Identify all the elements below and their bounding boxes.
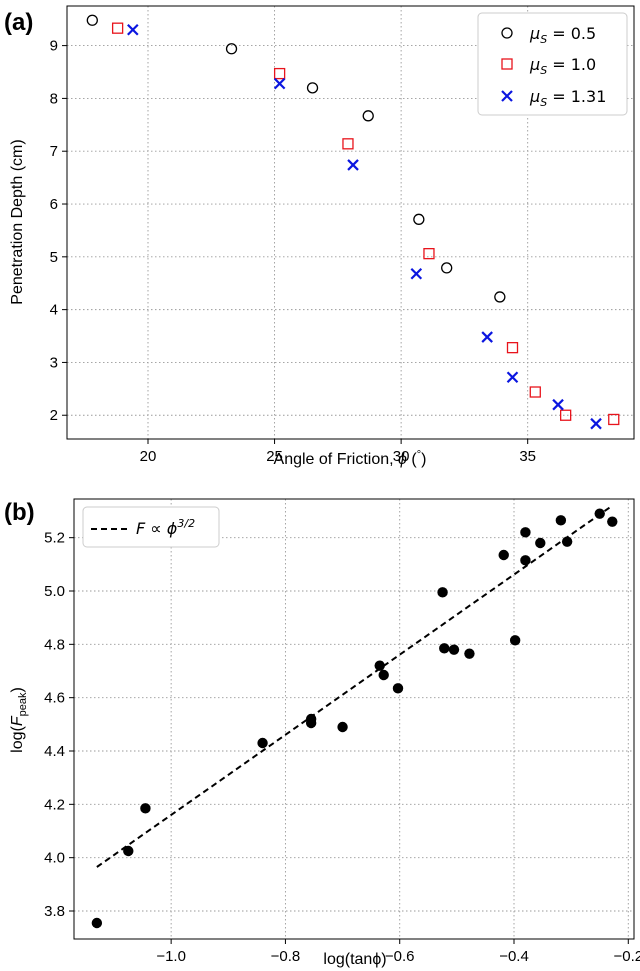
data-point — [509, 635, 521, 646]
data-point — [337, 721, 348, 733]
data-point-circle — [494, 291, 506, 303]
data-point — [305, 717, 317, 729]
tick-label-x: −0.8 — [271, 948, 301, 965]
data-point-square — [111, 22, 124, 34]
data-point — [520, 555, 531, 566]
data-point — [374, 660, 385, 671]
tick-label-x: −0.6 — [385, 948, 415, 965]
data-point — [439, 643, 450, 654]
tick-label-y: 4.2 — [44, 796, 65, 813]
data-point-x — [481, 331, 493, 343]
tick-label-y: 5.0 — [44, 583, 65, 600]
panel-b-grid — [74, 499, 634, 939]
data-point-square — [529, 386, 541, 398]
data-point-square — [273, 67, 286, 80]
tick-label-x: 30 — [393, 448, 410, 465]
panel-b-legend: F ∝ ϕ3/2 — [82, 506, 220, 548]
data-point-x — [410, 267, 423, 280]
legend-entry-mu-0-5: μS = 0.5 — [529, 24, 596, 46]
tick-label-y: 4.0 — [44, 850, 65, 867]
legend-circle-marker — [501, 27, 513, 39]
panel-b-ticks: −1.0 −0.8 −0.6 −0.4 −0.2 3.8 4.0 4.2 4.4 4.6 4.8 5.… — [44, 530, 640, 965]
data-point — [448, 644, 460, 655]
data-point-x — [127, 23, 139, 36]
panel-b-fit-line — [96, 504, 613, 868]
data-point-circle — [362, 110, 374, 122]
data-point — [561, 536, 573, 547]
tick-label-y: 6 — [50, 196, 58, 213]
legend-x-marker — [501, 90, 513, 102]
tick-label-y: 8 — [50, 90, 58, 107]
tick-label-y: 2 — [50, 407, 58, 424]
data-point — [91, 917, 103, 929]
tick-label-x: 20 — [140, 448, 157, 465]
legend-entry-mu-1-31: μS = 1.31 — [529, 87, 606, 109]
panel-a-legend: μS = 0.5 μS = 1.0 μS = 1.31 — [477, 12, 628, 116]
tick-label-y: 4.8 — [44, 636, 65, 653]
data-point — [392, 683, 404, 694]
tick-label-y: 3.8 — [44, 903, 65, 920]
data-point-circle — [225, 43, 238, 55]
data-point-x — [506, 371, 519, 383]
data-point-square — [560, 409, 572, 421]
panel-a-legend-box — [477, 12, 628, 116]
panel-b-frame — [73, 498, 635, 940]
tick-label-x: −0.2 — [613, 948, 640, 965]
data-point-square — [506, 341, 519, 354]
data-point-x — [273, 77, 286, 90]
tick-label-y: 5.2 — [44, 530, 65, 547]
legend-entry-mu-1-0: μS = 1.0 — [529, 55, 596, 77]
data-point-circle — [86, 14, 98, 26]
data-point — [257, 737, 268, 749]
data-point-square — [342, 138, 354, 150]
legend-entry-fit: F ∝ ϕ3/2 — [136, 517, 195, 538]
data-point — [555, 515, 567, 526]
data-point — [140, 803, 151, 814]
data-point — [607, 516, 618, 527]
data-point — [498, 549, 509, 561]
tick-label-y: 7 — [50, 143, 58, 160]
data-point — [437, 587, 448, 598]
data-point-x — [590, 417, 602, 430]
data-point — [378, 669, 389, 681]
tick-label-y: 4.4 — [44, 743, 65, 760]
fit-line — [96, 504, 613, 868]
tick-label-x: −0.4 — [499, 948, 529, 965]
tick-label-y: 4 — [50, 302, 58, 319]
data-point — [464, 648, 475, 659]
data-point — [594, 508, 605, 519]
panel-a-xlabel: Angle of Friction, ϕ (°) — [274, 449, 427, 468]
tick-label-y: 5 — [50, 249, 58, 266]
panel-a-label: (a) — [4, 9, 33, 36]
data-point-circle — [413, 213, 425, 225]
data-point-x — [552, 398, 564, 411]
data-point-x — [347, 159, 359, 171]
panel-b-label: (b) — [4, 499, 35, 526]
data-point-circle — [441, 262, 453, 274]
tick-label-x: −1.0 — [156, 948, 186, 965]
panel-a-frame — [66, 5, 635, 440]
data-point — [535, 537, 546, 549]
panel-b-ylabel: log(Fpeak) — [9, 687, 29, 753]
panel-b-legend-box — [82, 506, 220, 548]
panel-a-ylabel: Penetration Depth (cm) — [9, 139, 26, 304]
tick-label-x: 35 — [519, 448, 536, 465]
data-point-square — [423, 248, 435, 260]
tick-label-y: 9 — [50, 38, 58, 55]
tick-label-x: 25 — [266, 448, 283, 465]
panel-b-xlabel: log(tanϕ) — [323, 951, 386, 968]
panel-b-points — [91, 508, 618, 929]
data-point — [123, 845, 134, 857]
tick-label-y: 4.6 — [44, 690, 65, 707]
data-point-square — [608, 413, 620, 426]
data-point-circle — [306, 82, 319, 94]
panel-a-points — [86, 14, 620, 430]
legend-square-marker — [501, 58, 513, 70]
panel-a-ticks: 20 25 30 35 2 3 4 5 6 7 8 9 — [50, 38, 536, 465]
data-point — [520, 527, 531, 538]
tick-label-y: 3 — [50, 354, 58, 371]
